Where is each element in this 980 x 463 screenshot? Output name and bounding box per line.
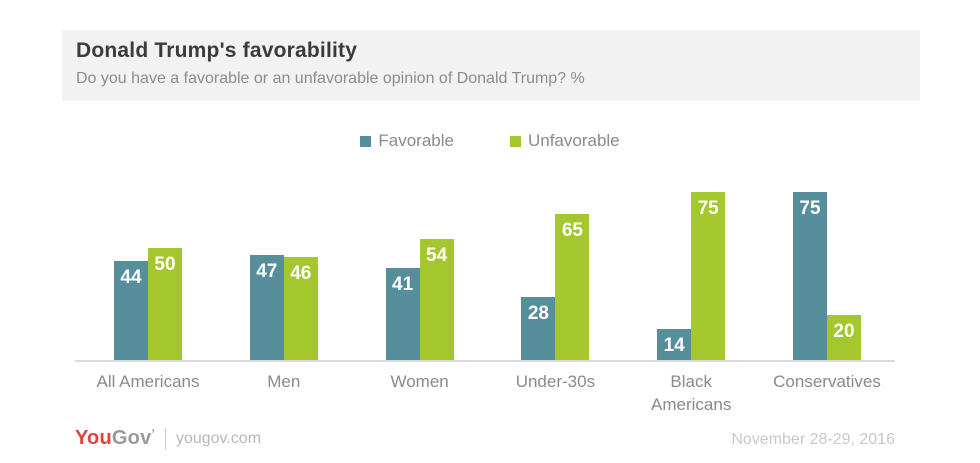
bar-value-label: 14 [663,335,685,356]
bar-value-label: 75 [697,198,719,219]
bar-unfavorable-all-americans: 50 [148,248,182,360]
legend-swatch-icon [360,135,372,147]
bar-favorable-all-americans: 44 [114,261,148,360]
bar-unfavorable-men: 46 [283,257,318,360]
bar-group-all-americans: 44 50 [114,248,182,360]
bar-unfavorable-conservatives: 20 [827,315,861,360]
bar-unfavorable-women: 54 [419,239,454,360]
logo-trademark-icon: ’ [151,427,155,441]
bar-unfavorable-under-30s: 65 [555,214,590,360]
bar-favorable-under-30s: 28 [521,297,556,360]
bar-value-label: 65 [561,220,583,241]
bar-unfavorable-black-americans: 75 [691,192,726,360]
legend-label: Favorable [378,131,454,150]
bar-favorable-conservatives: 75 [793,192,827,360]
legend-item-unfavorable: Unfavorable [509,131,620,151]
bar-value-label: 50 [154,254,176,275]
bar-value-label: 44 [120,267,142,288]
chart-header: Donald Trump's favorability Do you have … [62,30,920,101]
bar-favorable-black-americans: 14 [657,329,692,360]
category-label-men: Men [267,372,301,391]
category-label-under-30s: Under-30s [515,372,596,391]
category-label-women: Women [390,372,449,391]
bar-favorable-women: 41 [385,268,420,360]
x-axis-line [75,360,895,362]
legend-swatch-icon [509,135,521,147]
bar-value-label: 28 [527,303,549,324]
legend-label: Unfavorable [527,131,620,150]
bar-group-black-americans: 14 75 [657,192,726,360]
bar-group-women: 41 54 [385,239,454,360]
bar-group-conservatives: 75 20 [793,192,861,360]
bar-group-men: 47 46 [249,255,318,360]
category-label-black-americans: Black Americans [651,372,732,414]
bar-value-label: 41 [392,274,414,295]
chart-title: Donald Trump's favorability [76,39,358,62]
plot-area: 44 50 47 46 41 54 28 65 14 75 75 20 [75,150,895,360]
bar-favorable-men: 47 [249,255,284,360]
category-label-conservatives: Conservatives [773,372,881,391]
category-axis: All Americans Men Women Under-30s Black Amer… [75,371,895,419]
chart-subtitle: Do you have a favorable or an unfavorabl… [76,70,585,87]
footer-branding: YouGov’ yougov.com [75,427,261,450]
category-label-all-americans: All Americans [96,372,200,391]
legend: Favorable Unfavorable [0,131,980,151]
logo-gov: Gov [111,427,152,449]
bar-value-label: 20 [833,321,855,342]
logo-you: You [75,427,112,449]
yougov-logo: YouGov’ [75,427,155,450]
bar-value-label: 46 [290,263,312,284]
bar-value-label: 75 [799,198,821,219]
legend-item-favorable: Favorable [360,131,454,151]
bar-group-under-30s: 28 65 [521,214,590,360]
footer-divider [164,427,166,450]
bar-value-label: 54 [426,245,448,266]
footer-site-url: yougov.com [175,429,262,447]
footer-date: November 28-29, 2016 [731,431,895,448]
bar-value-label: 47 [256,261,278,282]
